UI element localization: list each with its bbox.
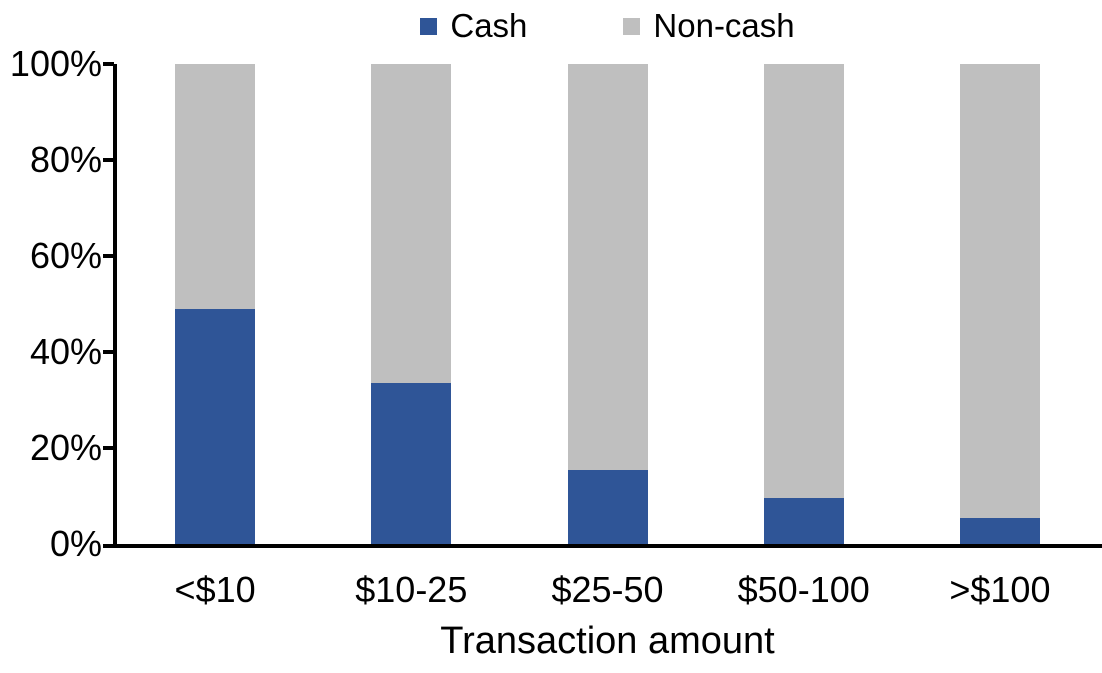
x-tick-label: >$100 bbox=[949, 569, 1051, 610]
bar-slot-2 bbox=[313, 64, 509, 544]
chart-legend: Cash Non-cash bbox=[117, 8, 1098, 44]
bar-segment-non-cash bbox=[371, 64, 452, 384]
bar-slot-5 bbox=[902, 64, 1098, 544]
y-tick-label: 0% bbox=[49, 523, 102, 564]
x-axis-title: Transaction amount bbox=[440, 620, 775, 662]
x-axis-line bbox=[103, 544, 1102, 548]
bar-slot-4 bbox=[706, 64, 902, 544]
x-tick-label: <$10 bbox=[174, 569, 256, 610]
y-tick-label: 40% bbox=[29, 331, 102, 372]
y-tick-label: 20% bbox=[29, 427, 102, 468]
bar-segment-cash bbox=[371, 383, 452, 544]
bar-segment-cash bbox=[763, 498, 844, 544]
x-tick-label: $25-50 bbox=[551, 569, 664, 610]
stacked-bar bbox=[567, 64, 648, 544]
bar-segment-cash bbox=[567, 469, 648, 544]
plot-area bbox=[117, 64, 1098, 544]
y-tick bbox=[103, 254, 114, 258]
legend-label-noncash: Non-cash bbox=[653, 7, 795, 44]
bar-segment-non-cash bbox=[567, 64, 648, 470]
y-tick-label: 100% bbox=[9, 43, 102, 84]
legend-label-cash: Cash bbox=[450, 7, 528, 44]
x-tick-label: $10-25 bbox=[355, 569, 468, 610]
y-tick bbox=[103, 350, 114, 354]
x-axis-labels: <$10 $10-25 $25-50 $50-100 >$100 bbox=[117, 571, 1098, 609]
cash-swatch-icon bbox=[420, 17, 438, 35]
y-tick bbox=[103, 446, 114, 450]
y-tick-label: 80% bbox=[29, 139, 102, 180]
stacked-bar bbox=[175, 64, 256, 544]
noncash-swatch-icon bbox=[623, 17, 641, 35]
bar-segment-non-cash bbox=[959, 64, 1040, 518]
bar-segment-cash bbox=[175, 308, 256, 544]
bar-slot-1 bbox=[117, 64, 313, 544]
y-tick bbox=[103, 158, 114, 162]
y-tick bbox=[103, 62, 114, 66]
stacked-bar bbox=[763, 64, 844, 544]
y-tick-label: 60% bbox=[29, 235, 102, 276]
bar-segment-cash bbox=[959, 517, 1040, 544]
legend-item-cash: Cash bbox=[420, 8, 527, 44]
legend-item-noncash: Non-cash bbox=[623, 7, 795, 44]
bar-slot-3 bbox=[509, 64, 705, 544]
x-tick-label: $50-100 bbox=[737, 569, 870, 610]
y-axis-line bbox=[113, 64, 117, 548]
bar-segment-non-cash bbox=[175, 64, 256, 309]
bar-segment-non-cash bbox=[763, 64, 844, 499]
stacked-bar bbox=[371, 64, 452, 544]
stacked-bar bbox=[959, 64, 1040, 544]
